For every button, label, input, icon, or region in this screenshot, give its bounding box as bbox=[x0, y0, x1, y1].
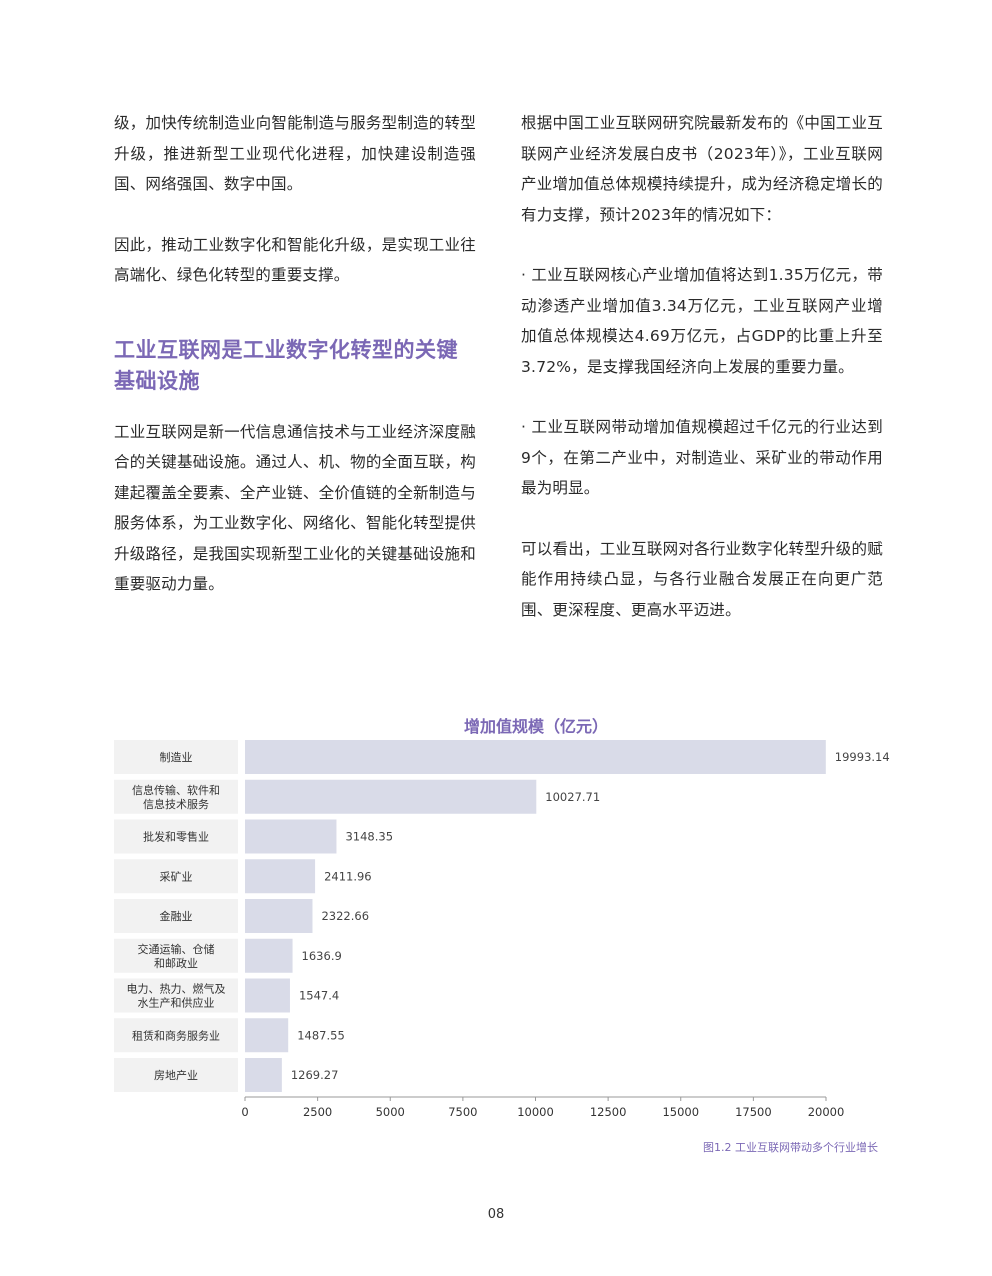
x-tick-label: 20000 bbox=[808, 1105, 845, 1119]
value-label: 1636.9 bbox=[302, 949, 342, 963]
figure-caption: 图1.2 工业互联网带动多个行业增长 bbox=[703, 1141, 878, 1154]
x-tick-label: 12500 bbox=[590, 1105, 627, 1119]
value-label: 19993.14 bbox=[835, 750, 890, 764]
category-label-box bbox=[114, 899, 238, 933]
right-column: 根据中国工业互联网研究院最新发布的《中国工业互联网产业经济发展白皮书（2023年… bbox=[521, 108, 883, 655]
value-label: 1269.27 bbox=[291, 1068, 339, 1082]
bar bbox=[245, 819, 337, 854]
chart-title: 增加值规模（亿元） bbox=[463, 717, 608, 736]
category-label-box bbox=[114, 859, 238, 894]
bar bbox=[245, 938, 293, 973]
category-label-box bbox=[114, 1018, 238, 1053]
right-paragraph-1: 根据中国工业互联网研究院最新发布的《中国工业互联网产业经济发展白皮书（2023年… bbox=[521, 114, 883, 224]
category-label: 制造业 bbox=[160, 750, 193, 764]
x-tick-label: 0 bbox=[241, 1105, 248, 1119]
value-label: 2322.66 bbox=[321, 909, 369, 923]
category-label-box bbox=[114, 740, 238, 774]
category-label-box bbox=[114, 819, 238, 854]
category-label: 交通运输、仓储和邮政业 bbox=[138, 942, 215, 970]
category-label: 租赁和商务服务业 bbox=[132, 1028, 220, 1042]
x-tick-label: 5000 bbox=[376, 1105, 405, 1119]
left-column: 级，加快传统制造业向智能制造与服务型制造的转型升级，推进新型工业现代化进程，加快… bbox=[114, 108, 476, 630]
left-paragraph-1: 级，加快传统制造业向智能制造与服务型制造的转型升级，推进新型工业现代化进程，加快… bbox=[114, 114, 476, 193]
value-label: 10027.71 bbox=[545, 790, 600, 804]
category-label: 电力、热力、燃气及水生产和供应业 bbox=[127, 982, 226, 1010]
bar bbox=[245, 1058, 282, 1092]
value-label: 1547.4 bbox=[299, 989, 339, 1003]
category-label-box bbox=[114, 779, 238, 814]
category-label: 批发和零售业 bbox=[143, 830, 209, 844]
x-tick-label: 7500 bbox=[448, 1105, 477, 1119]
category-label: 金融业 bbox=[160, 909, 193, 923]
bar bbox=[245, 859, 316, 894]
category-label-box bbox=[114, 978, 238, 1013]
category-label: 房地产业 bbox=[154, 1068, 198, 1082]
category-label-box bbox=[114, 1058, 238, 1092]
category-label: 信息传输、软件和信息技术服务 bbox=[132, 783, 220, 811]
bullet-paragraph-2: · 工业互联网带动增加值规模超过千亿元的行业达到9个，在第二产业中，对制造业、采… bbox=[521, 418, 883, 497]
bullet-paragraph-1: · 工业互联网核心产业增加值将达到1.35万亿元，带动渗透产业增加值3.34万亿… bbox=[521, 266, 883, 376]
left-paragraph-2: 因此，推动工业数字化和智能化升级，是实现工业往高端化、绿色化转型的重要支撑。 bbox=[114, 235, 476, 285]
category-label: 采矿业 bbox=[160, 870, 193, 883]
value-label: 1487.55 bbox=[297, 1028, 345, 1042]
left-paragraph-3: 工业互联网是新一代信息通信技术与工业经济深度融合的关键基础设施。通过人、机、物的… bbox=[114, 422, 476, 594]
value-label: 2411.96 bbox=[324, 869, 372, 883]
bar bbox=[245, 740, 826, 774]
x-tick-label: 2500 bbox=[303, 1105, 332, 1119]
bar bbox=[245, 1018, 289, 1053]
value-label: 3148.35 bbox=[345, 830, 393, 844]
x-tick-label: 10000 bbox=[517, 1105, 554, 1119]
bar bbox=[245, 779, 537, 814]
x-tick-label: 17500 bbox=[735, 1105, 772, 1119]
page-number: 08 bbox=[487, 1207, 505, 1222]
category-label-box bbox=[114, 938, 238, 973]
x-tick-label: 15000 bbox=[662, 1105, 699, 1119]
section-heading: 工业互联网是工业数字化转型的关键基础设施 bbox=[114, 337, 458, 393]
right-paragraph-2: 可以看出，工业互联网对各行业数字化转型升级的赋能作用持续凸显，与各行业融合发展正… bbox=[521, 539, 883, 619]
bar bbox=[245, 978, 290, 1013]
bar bbox=[245, 899, 313, 933]
